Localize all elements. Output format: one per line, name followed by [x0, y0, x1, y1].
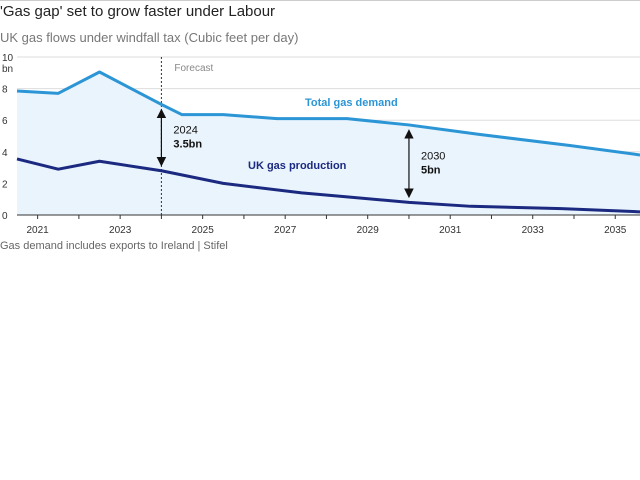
x-tick-label: 2031	[439, 225, 462, 236]
y-tick-label: 4	[2, 148, 8, 159]
chart-source: Gas demand includes exports to Ireland |…	[0, 240, 228, 252]
gap-annotation-year: 2024	[173, 125, 197, 137]
gap-annotation-year: 2030	[421, 151, 445, 163]
forecast-label: Forecast	[174, 63, 213, 74]
x-tick-label: 2023	[109, 225, 132, 236]
y-tick-label: 8	[2, 85, 8, 96]
gap-annotation-value: 5bn	[421, 165, 441, 177]
top-rule	[0, 0, 640, 1]
chart-title: 'Gas gap' set to grow faster under Labou…	[0, 3, 276, 20]
x-tick-label: 2033	[522, 225, 545, 236]
y-tick-label: 10	[2, 53, 14, 64]
x-tick-label: 2029	[357, 225, 380, 236]
y-unit-label: bn	[2, 64, 13, 75]
x-tick-label: 2021	[27, 225, 50, 236]
y-tick-label: 2	[2, 179, 8, 190]
series-line-production	[16, 157, 640, 214]
x-tick-label: 2025	[192, 225, 215, 236]
x-tick-label: 2035	[604, 225, 627, 236]
y-tick-label: 0	[2, 211, 8, 222]
series-label-demand: Total gas demand	[305, 97, 398, 109]
demand-area-fill	[17, 72, 640, 215]
series-label-production: UK gas production	[248, 160, 347, 172]
y-tick-label: 6	[2, 116, 8, 127]
chart-subtitle: UK gas flows under windfall tax (Cubic f…	[0, 30, 299, 45]
gap-annotation-value: 3.5bn	[173, 139, 202, 151]
x-tick-label: 2027	[274, 225, 297, 236]
series-line-demand	[16, 70, 640, 157]
